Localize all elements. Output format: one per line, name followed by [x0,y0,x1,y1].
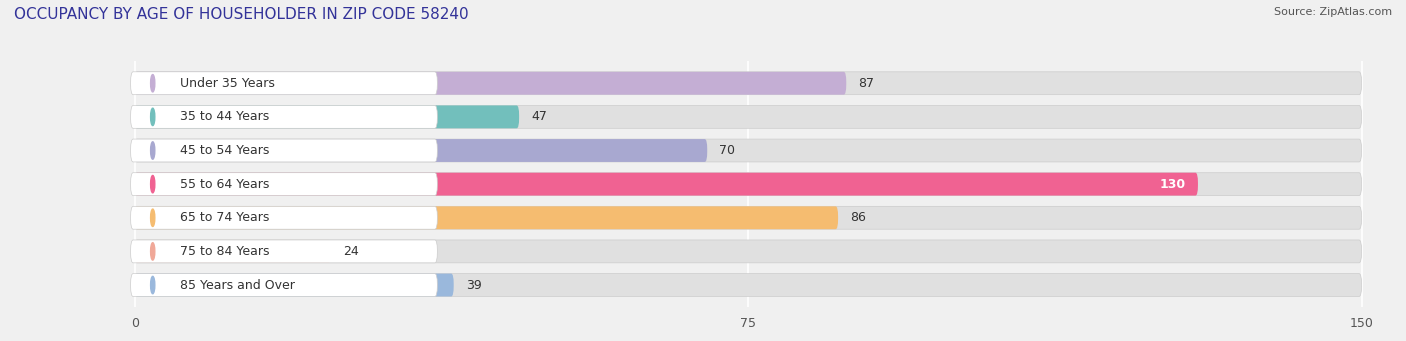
FancyBboxPatch shape [131,206,437,229]
FancyBboxPatch shape [135,273,454,296]
Text: 45 to 54 Years: 45 to 54 Years [180,144,269,157]
FancyBboxPatch shape [131,240,437,263]
Circle shape [150,108,155,125]
Text: 55 to 64 Years: 55 to 64 Years [180,178,269,191]
Text: 35 to 44 Years: 35 to 44 Years [180,110,269,123]
Text: 87: 87 [859,77,875,90]
Circle shape [150,243,155,260]
FancyBboxPatch shape [131,72,437,95]
FancyBboxPatch shape [135,206,1361,229]
FancyBboxPatch shape [131,273,437,296]
Circle shape [150,75,155,92]
FancyBboxPatch shape [135,206,838,229]
Circle shape [150,176,155,193]
Text: OCCUPANCY BY AGE OF HOUSEHOLDER IN ZIP CODE 58240: OCCUPANCY BY AGE OF HOUSEHOLDER IN ZIP C… [14,7,468,22]
FancyBboxPatch shape [135,72,846,95]
Circle shape [150,276,155,294]
FancyBboxPatch shape [135,173,1198,196]
FancyBboxPatch shape [135,105,519,128]
Circle shape [150,142,155,159]
Text: 47: 47 [531,110,547,123]
Text: 86: 86 [851,211,866,224]
Circle shape [150,209,155,226]
Text: 70: 70 [720,144,735,157]
FancyBboxPatch shape [135,105,1361,128]
FancyBboxPatch shape [135,173,1361,196]
Text: 39: 39 [465,279,482,292]
FancyBboxPatch shape [131,173,437,196]
FancyBboxPatch shape [135,139,1361,162]
Text: Under 35 Years: Under 35 Years [180,77,274,90]
Text: 24: 24 [343,245,359,258]
Text: 65 to 74 Years: 65 to 74 Years [180,211,269,224]
Text: 130: 130 [1160,178,1185,191]
Text: 75 to 84 Years: 75 to 84 Years [180,245,269,258]
Text: 85 Years and Over: 85 Years and Over [180,279,295,292]
FancyBboxPatch shape [135,72,1361,95]
FancyBboxPatch shape [135,240,330,263]
FancyBboxPatch shape [135,139,707,162]
FancyBboxPatch shape [135,273,1361,296]
FancyBboxPatch shape [131,139,437,162]
FancyBboxPatch shape [135,240,1361,263]
Text: Source: ZipAtlas.com: Source: ZipAtlas.com [1274,7,1392,17]
FancyBboxPatch shape [131,105,437,128]
